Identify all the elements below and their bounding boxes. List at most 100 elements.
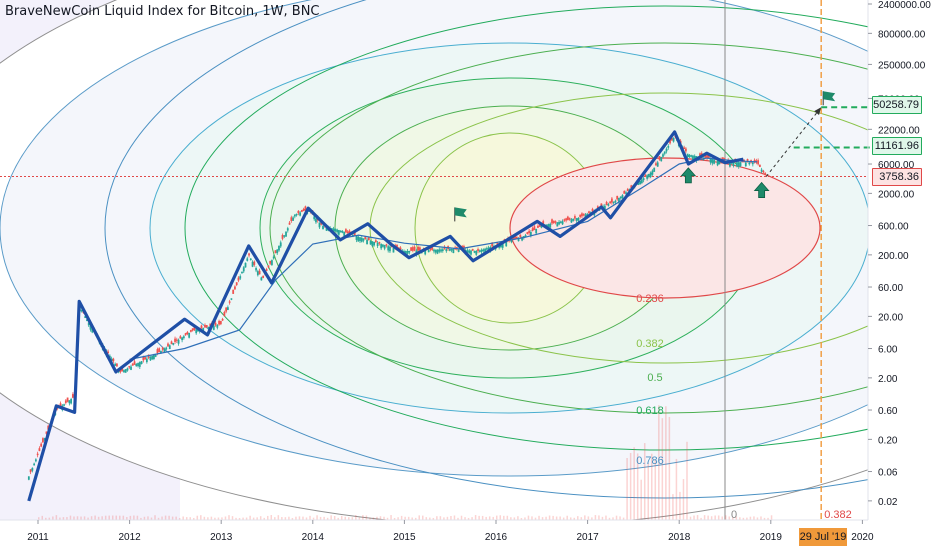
flag-icon bbox=[454, 207, 467, 218]
candle-body bbox=[322, 225, 324, 230]
volume-bar bbox=[122, 515, 125, 520]
volume-bar bbox=[249, 515, 251, 520]
candle-body bbox=[253, 261, 256, 265]
x-tick-label: 2020 bbox=[851, 532, 874, 543]
candle-body bbox=[684, 148, 687, 152]
candle-body bbox=[561, 221, 564, 225]
candle-body bbox=[151, 355, 154, 360]
volume-bar bbox=[284, 517, 287, 520]
candle-body bbox=[156, 349, 159, 354]
volume-bar bbox=[168, 515, 170, 520]
candle-body bbox=[392, 247, 395, 253]
volume-bar bbox=[573, 517, 576, 520]
candle-body bbox=[205, 325, 208, 328]
candle-body bbox=[279, 242, 282, 247]
volume-bar bbox=[203, 516, 206, 520]
y-tick-label: 2.00 bbox=[878, 374, 898, 385]
candle-body bbox=[417, 246, 420, 251]
y-tick-label: 0.20 bbox=[878, 435, 898, 446]
candle-body bbox=[646, 175, 649, 179]
candle-body bbox=[640, 179, 643, 184]
volume-bar bbox=[763, 517, 766, 520]
candle-body bbox=[607, 204, 610, 206]
volume-bar bbox=[193, 517, 195, 520]
candle-body bbox=[612, 201, 615, 204]
candle-body bbox=[153, 354, 155, 360]
volume-bar bbox=[126, 517, 128, 520]
candle-body bbox=[295, 213, 298, 216]
y-tick-label: 6000.00 bbox=[878, 160, 915, 171]
volume-bar bbox=[274, 517, 276, 520]
volume-bar bbox=[615, 515, 618, 520]
volume-bar bbox=[48, 517, 51, 520]
volume-bar bbox=[506, 515, 509, 520]
candle-body bbox=[653, 167, 656, 172]
candle-body bbox=[519, 234, 522, 238]
candle-body bbox=[209, 323, 212, 327]
volume-bar bbox=[464, 517, 466, 520]
volume-bar bbox=[302, 516, 304, 520]
candle-body bbox=[221, 318, 224, 321]
candle-body bbox=[161, 347, 164, 350]
volume-bar bbox=[400, 515, 403, 520]
candle-body bbox=[603, 205, 606, 210]
candle-body bbox=[552, 220, 555, 224]
time-axis[interactable]: 2011 2012 2013 2014 2015 2016 2017 2018 2019 2020 bbox=[27, 520, 874, 543]
candle-body bbox=[170, 341, 173, 345]
candle-body bbox=[542, 221, 545, 226]
volume-bar bbox=[404, 516, 406, 520]
candle-body bbox=[214, 322, 217, 326]
volume-bar bbox=[87, 517, 89, 520]
candle-body bbox=[59, 403, 62, 407]
candle-body bbox=[172, 343, 175, 345]
candle-body bbox=[540, 225, 543, 228]
candle-body bbox=[739, 162, 742, 167]
volume-bar bbox=[312, 517, 315, 520]
candle-body bbox=[230, 298, 233, 300]
y-tick-label: 2000.00 bbox=[878, 189, 915, 200]
volume-bar bbox=[224, 516, 227, 520]
x-tick-label: 2016 bbox=[485, 532, 508, 543]
fib-label-0786: 0.786 bbox=[636, 455, 664, 467]
candle-body bbox=[359, 237, 361, 241]
volume-bar bbox=[608, 517, 611, 520]
candle-body bbox=[246, 258, 249, 261]
volume-bar bbox=[59, 517, 61, 520]
volume-bar bbox=[735, 516, 738, 520]
up-arrow-icon bbox=[680, 167, 697, 184]
candle-body bbox=[232, 289, 235, 294]
y-tick-label: 800000.00 bbox=[878, 29, 926, 40]
volume-bar bbox=[175, 516, 177, 520]
volume-bar bbox=[432, 517, 435, 520]
volume-bar bbox=[200, 515, 202, 520]
price-axis[interactable]: 2400000.00800000.00250000.0070000.002200… bbox=[868, 0, 931, 508]
price-label-last: 3758.36 bbox=[872, 168, 922, 186]
candle-body bbox=[128, 366, 131, 368]
candle-body bbox=[648, 173, 650, 177]
candle-body bbox=[658, 156, 661, 160]
candle-body bbox=[80, 309, 83, 312]
candle-body bbox=[478, 250, 481, 252]
candle-body bbox=[68, 400, 71, 404]
candle-body bbox=[380, 244, 383, 249]
fib-ellipse-0236 bbox=[509, 157, 821, 299]
candle-body bbox=[281, 235, 284, 239]
candle-body bbox=[662, 154, 664, 157]
volume-bar bbox=[372, 517, 375, 520]
candle-body bbox=[758, 164, 761, 167]
volume-bar bbox=[182, 516, 184, 520]
volume-bar bbox=[344, 516, 347, 520]
candle-body bbox=[410, 247, 412, 251]
candle-body bbox=[110, 358, 113, 362]
candle-body bbox=[258, 270, 261, 275]
volume-bar bbox=[446, 516, 449, 520]
volume-bar bbox=[753, 516, 755, 520]
candle-body bbox=[188, 332, 191, 338]
candle-body bbox=[200, 325, 203, 329]
candle-body bbox=[71, 394, 74, 398]
volume-bar bbox=[457, 517, 459, 520]
candle-body bbox=[332, 228, 335, 232]
y-tick-label: 600.00 bbox=[878, 222, 909, 233]
